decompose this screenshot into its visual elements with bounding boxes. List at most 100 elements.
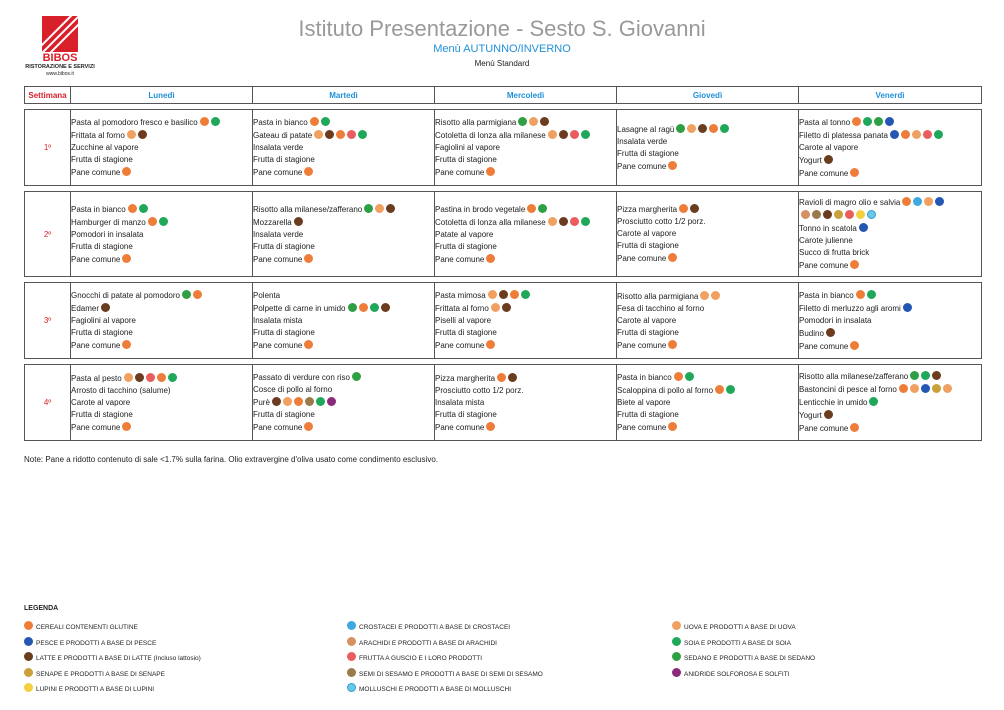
- latte-icon: [24, 652, 33, 661]
- dish-item: Frutta di stagione: [71, 410, 252, 420]
- glutine-icon: [509, 290, 519, 299]
- dish-item: Fagiolini al vapore: [435, 143, 616, 153]
- dish-name: Carote al vapore: [617, 315, 677, 325]
- glutine-icon: [358, 302, 368, 312]
- dish-item: [799, 210, 981, 221]
- day-cell-tuesday: Polenta Polpette di carne in umido Insalat…: [252, 282, 435, 359]
- soia-icon: [320, 117, 330, 126]
- uova-icon: [711, 290, 721, 300]
- legend-item: UOVA E PRODOTTI A BASE DI UOVA: [672, 621, 796, 631]
- dish-item: Frutta di stagione: [435, 155, 616, 165]
- arachidi-icon: [347, 636, 356, 646]
- dish-name: Pomodori in insalata: [799, 315, 872, 325]
- week-row: 4º Pasta al pesto Arrosto di tacchino (sal…: [24, 364, 982, 441]
- dish-name: Mozzarella: [253, 217, 292, 227]
- pesce-icon: [24, 636, 33, 646]
- pesce-icon: [889, 129, 899, 139]
- legend-label: LUPINI E PRODOTTI A BASE DI LUPINI: [36, 686, 155, 693]
- dish-name: Pane comune: [799, 168, 849, 178]
- dish-name: Prosciutto cotto 1/2 porz.: [617, 217, 706, 226]
- dish-item: Insalata mista: [253, 316, 434, 326]
- soia-icon: [520, 290, 530, 299]
- dish-name: Polpette di carne in umido: [253, 303, 346, 313]
- dish-name: Frittata al forno: [435, 304, 489, 313]
- dish-name: Bastoncini di pesce al forno: [799, 385, 897, 394]
- frutta-guscio-icon: [845, 210, 854, 219]
- dish-name: Frutta di stagione: [253, 327, 315, 337]
- dish-item: Pane comune: [799, 167, 981, 179]
- dish-name: Pane comune: [435, 341, 485, 350]
- crostacei-icon: [913, 197, 923, 206]
- glutine-icon: [486, 421, 496, 431]
- dish-name: Insalata verde: [617, 136, 668, 146]
- dish-item: Pizza margherita: [435, 372, 616, 384]
- dish-item: Frutta di stagione: [617, 241, 798, 251]
- dish-item: Insalata verde: [253, 230, 434, 240]
- uova-icon: [487, 290, 497, 299]
- dish-name: Pane comune: [435, 254, 485, 264]
- dish-item: Patate al vapore: [435, 230, 616, 240]
- latte-icon: [101, 303, 111, 312]
- column-header-wednesday: Mercoledì: [434, 86, 617, 104]
- sesamo-icon: [304, 397, 314, 406]
- dish-item: Pizza margherita: [617, 204, 798, 215]
- day-cell-thursday: Risotto alla parmigiana Fesa di tacchino …: [616, 282, 799, 359]
- dish-name: Cosce di pollo al forno: [253, 385, 333, 394]
- soia-icon: [158, 216, 168, 226]
- dish-name: Zucchine al vapore: [71, 143, 139, 152]
- dish-name: Lenticchie in umido: [799, 398, 868, 407]
- latte-icon: [508, 372, 518, 382]
- dish-item: Pane comune: [799, 340, 981, 352]
- sedano-icon: [676, 123, 686, 133]
- dish-item: Frutta di stagione: [617, 328, 798, 338]
- dish-name: Lasagne al ragù: [617, 124, 675, 134]
- dish-item: Lasagne al ragù: [617, 123, 798, 135]
- brand-tagline: RISTORAZIONE E SERVIZI: [25, 64, 95, 70]
- uova-icon: [547, 216, 557, 226]
- glutine-icon: [147, 216, 157, 226]
- frutta-guscio-icon: [347, 130, 357, 139]
- dish-item: Fesa di tacchino al forno: [617, 304, 798, 314]
- glutine-icon: [852, 116, 862, 126]
- sedano-icon: [874, 116, 884, 126]
- uova-icon: [126, 130, 136, 139]
- dish-name: Carote julienne: [799, 236, 853, 245]
- dish-item: Pasta al tonno: [799, 116, 981, 128]
- legend-label: FRUTTA A GUSCIO E I LORO PRODOTTI: [359, 655, 483, 662]
- dish-name: Pane comune: [435, 422, 485, 432]
- dish-name: Budino: [799, 328, 824, 338]
- dish-name: Frutta di stagione: [617, 241, 679, 250]
- dish-item: Hamburger di manzo: [71, 216, 252, 228]
- dish-name: Pane comune: [617, 254, 667, 263]
- dish-item: Frutta di stagione: [71, 155, 252, 165]
- glutine-icon: [304, 422, 314, 431]
- latte-icon: [823, 410, 833, 419]
- column-header-friday: Venerdì: [798, 86, 982, 104]
- dish-name: Pane comune: [71, 168, 121, 177]
- latte-icon: [498, 290, 508, 299]
- latte-icon: [271, 397, 281, 406]
- sesamo-icon: [347, 667, 356, 677]
- anidride-icon: [326, 397, 336, 406]
- dish-item: Polpette di carne in umido: [253, 302, 434, 314]
- dish-name: Passato di verdure con riso: [253, 373, 350, 382]
- dish-item: Pane comune: [435, 167, 616, 178]
- dish-item: Pasta al pomodoro fresco e basilico: [71, 117, 252, 128]
- sedano-icon: [181, 290, 191, 299]
- glutine-icon: [304, 167, 314, 176]
- dish-name: Risotto alla milanese/zafferano: [253, 204, 363, 214]
- legend-label: SEMI DI SESAMO E PRODOTTI A BASE DI SEMI…: [359, 670, 543, 678]
- glutine-icon: [855, 289, 865, 299]
- latte-icon: [293, 216, 303, 226]
- sedano-icon: [364, 203, 374, 213]
- legend-item: LATTE E PRODOTTI A BASE DI LATTE (Inclus…: [24, 652, 201, 662]
- legend-item: LUPINI E PRODOTTI A BASE DI LUPINI: [24, 683, 154, 693]
- dish-item: Insalata mista: [435, 398, 616, 408]
- bibos-logo-mark: [42, 16, 78, 52]
- dish-item: Pane comune: [799, 260, 981, 271]
- crostacei-icon: [347, 621, 356, 630]
- uova-icon: [123, 372, 133, 382]
- week-number: 3º: [24, 282, 71, 359]
- sedano-icon: [538, 203, 548, 213]
- soia-icon: [315, 397, 325, 406]
